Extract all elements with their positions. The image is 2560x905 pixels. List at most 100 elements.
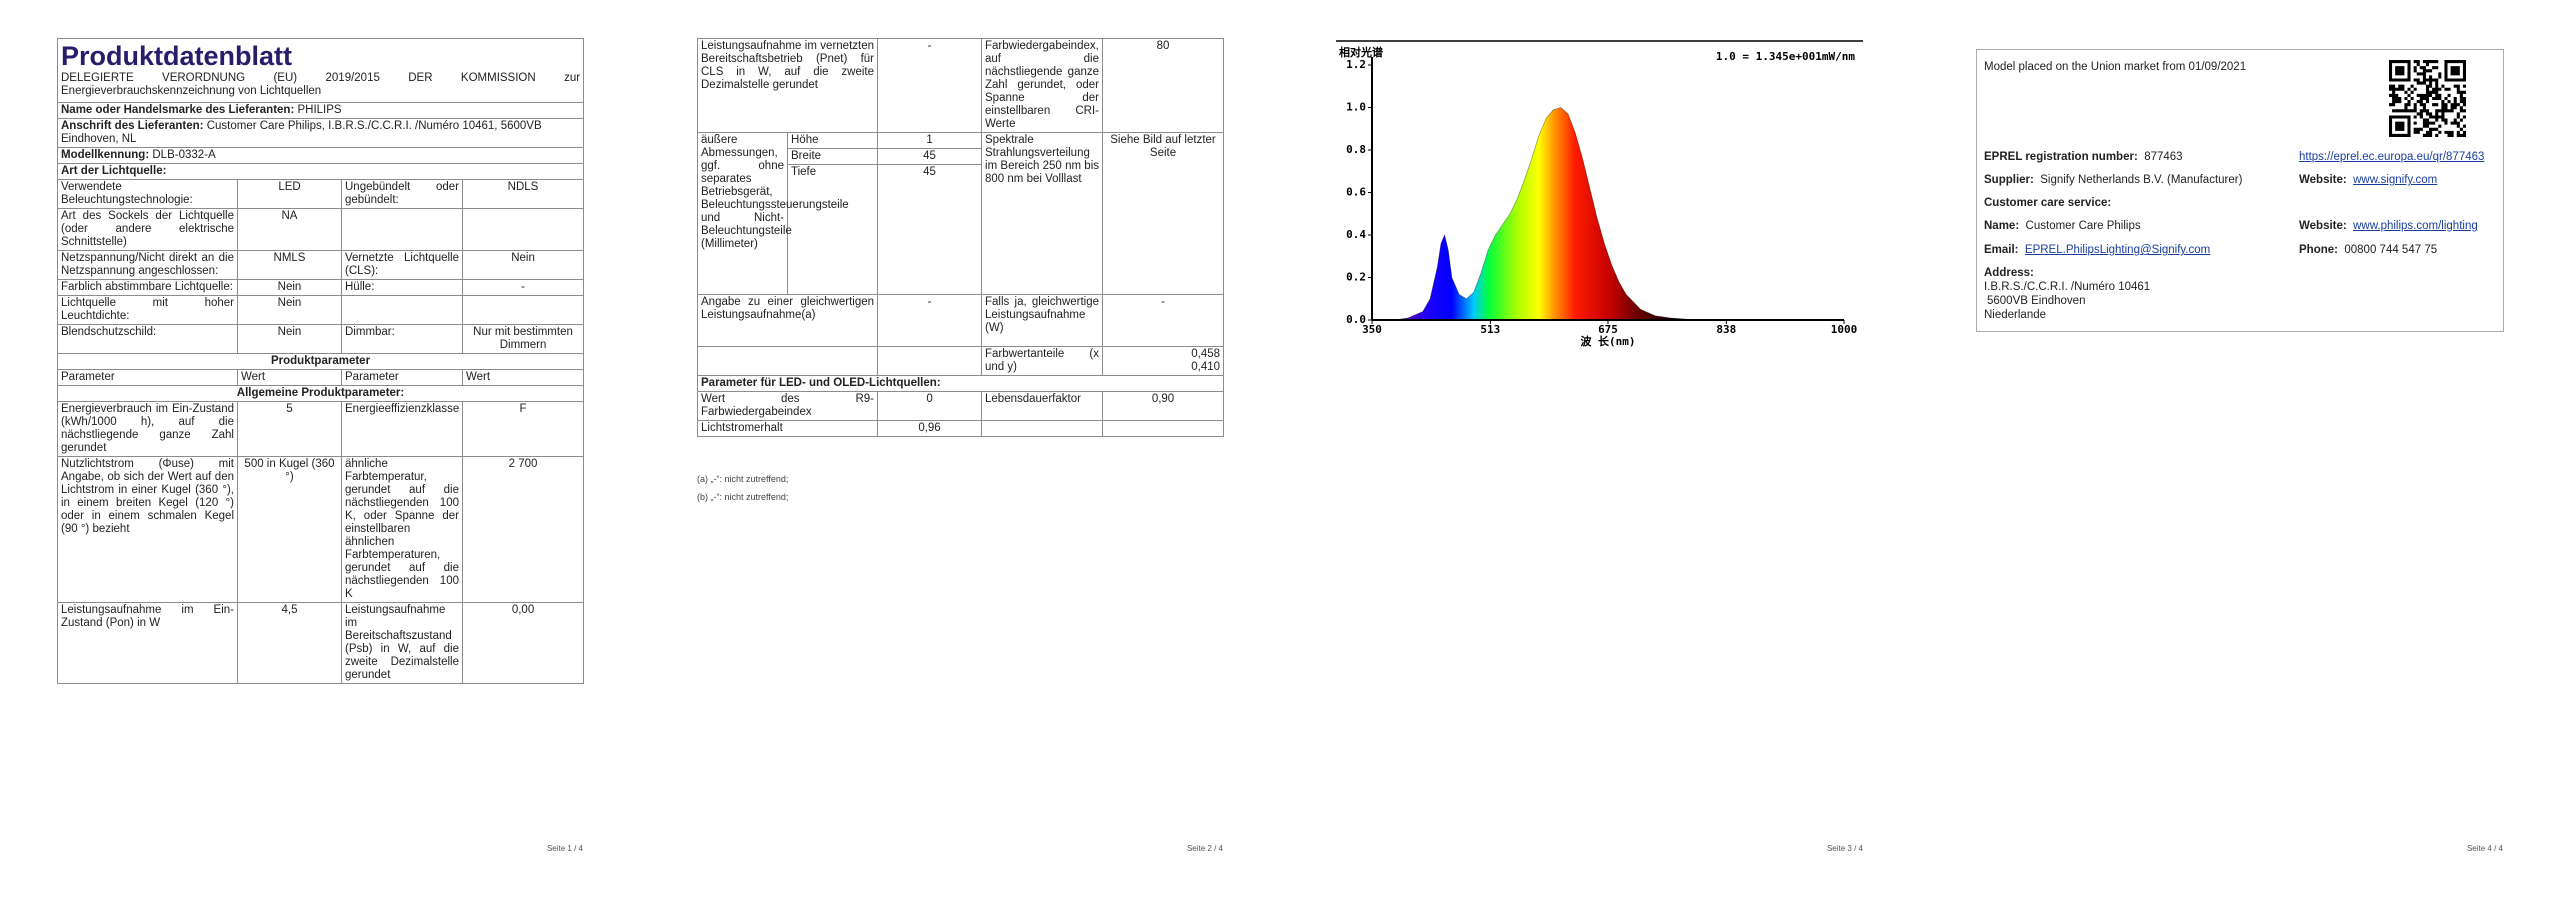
table-cell: Hülle: <box>341 279 463 296</box>
link[interactable]: www.philips.com/lighting <box>2353 220 2478 232</box>
table-cell: Nein <box>237 295 342 325</box>
table-cell: Name oder Handelsmarke des Lieferanten: … <box>56 102 585 119</box>
table-cell: äußere Abmessungen, ggf. ohne separates … <box>697 132 849 295</box>
link[interactable]: www.signify.com <box>2353 174 2438 186</box>
table-cell: 45 <box>877 164 983 295</box>
table-body: Produktparameter Parameter Wert Parameter W… <box>56 353 585 402</box>
table-cell: 0,96 <box>877 420 983 437</box>
table-cell: Parameter <box>341 369 463 386</box>
table-cell: Siehe Bild auf letzter Seite <box>1102 132 1225 295</box>
table-cell: 2 700 <box>461 456 585 603</box>
text: Name: Customer Care Philips <box>1984 219 2141 233</box>
table-cell <box>461 295 585 325</box>
table-body: Leistungsaufnahme im vernetzten Bereitsc… <box>696 38 1225 437</box>
table-cell: Leistungsaufnahme im Ein-Zustand (Pon) i… <box>57 602 238 684</box>
table-row: Energieverbrauch im Ein-Zustand (kWh/100… <box>57 401 585 457</box>
table-cell: 0,458 0,410 <box>1102 346 1225 376</box>
table-cell: NA <box>237 208 342 251</box>
table-cell: Lebensdauerfaktor <box>981 391 1104 421</box>
table-cell: Nein <box>461 250 585 280</box>
link[interactable]: https://eprel.ec.europa.eu/qr/877463 <box>2299 151 2485 163</box>
text: Name oder Handelsmarke des Lieferanten: <box>61 104 295 116</box>
text: Phone: <box>2299 244 2338 256</box>
table-cell: Tiefe <box>786 164 879 295</box>
text: (a) „-“: nicht zutreffend; <box>697 474 789 484</box>
table-row: Nutzlichtstrom (Φuse) mit Angabe, ob sic… <box>57 456 585 603</box>
y-tick-label: 0.6 <box>1346 186 1366 199</box>
table-row: Produktdatenblatt DELEGIERTE VERORDNUNG (… <box>56 38 585 103</box>
table-row: Wert des R9-Farbwiedergabeindex 0 Lebensda… <box>696 391 1225 421</box>
table-row: Blendschutzschild: Nein Dimmbar: Nur mit be… <box>57 324 585 354</box>
table-cell: 4,5 <box>237 602 342 684</box>
text: (b) „-“: nicht zutreffend; <box>697 492 789 502</box>
text: EPREL registration number: <box>1984 151 2138 163</box>
annotation: 1.0 = 1.345e+001mW/nm <box>1716 50 1855 63</box>
table-row: Leistungsaufnahme im Ein-Zustand (Pon) i… <box>57 602 585 684</box>
text: Supplier: Signify Netherlands B.V. (Manu… <box>1984 173 2242 187</box>
x-axis-label: 波 长(nm) <box>1580 334 1635 348</box>
table-row: Parameter für LED- und OLED-Lichtquellen… <box>696 375 1225 392</box>
table-cell <box>981 420 1104 437</box>
footnotes: (a) „-“: nicht zutreffend; (b) „-“: nicht… <box>697 470 788 506</box>
table-cell: Wert des R9-Farbwiedergabeindex <box>696 391 879 421</box>
table-cell: Leistungsaufnahme im Bereitschaftszustan… <box>341 602 463 684</box>
table-cell: F <box>461 401 585 457</box>
table-cell: Farblich abstimmbare Lichtquelle: <box>57 279 238 296</box>
table-cell: 500 in Kugel (360 °) <box>237 456 342 603</box>
text: 00800 744 547 75 <box>2344 244 2438 256</box>
title: Produktdatenblatt <box>61 41 293 71</box>
table-cell <box>341 208 463 251</box>
table-row: Parameter Wert Parameter Wert <box>57 369 585 386</box>
text: Customer Care Philips <box>2025 220 2141 232</box>
text: Anschrift des Lieferanten: <box>61 120 204 132</box>
table-cell <box>877 346 983 376</box>
x-tick-label: 350 <box>1362 323 1382 336</box>
table-cell: Art des Sockels der Lichtquelle (oder an… <box>57 208 238 251</box>
text: Phone: 00800 744 547 75 <box>2299 243 2437 257</box>
table-cell: Parameter für LED- und OLED-Lichtquellen… <box>696 375 1225 392</box>
text: PHILIPS <box>297 104 342 116</box>
table-cell: 0,90 <box>1102 391 1225 421</box>
table-row: Modellkennung: DLB-0332-A <box>56 147 585 164</box>
table-cell: LED <box>237 179 342 209</box>
table-cell: - <box>877 38 983 133</box>
table-cell: Allgemeine Produktparameter: <box>56 385 585 402</box>
spectrum-line <box>1372 107 1844 321</box>
table-row: Farbwertanteile (x und y) 0,458 0,410 <box>696 346 1225 376</box>
table-cell: Spektrale Strahlungsverteilung im Bereic… <box>981 132 1104 295</box>
table-cell: NMLS <box>237 250 342 280</box>
page-footer: Seite 2 / 4 <box>1186 844 1223 853</box>
table-body: Verwendete Beleuchtungstechnologie: LED Un… <box>57 179 585 354</box>
table-cell <box>341 295 463 325</box>
table-cell: Nur mit bestimmten Dimmern <box>461 324 585 354</box>
text: Email: <box>1984 244 2019 256</box>
page-footer: Seite 3 / 4 <box>1826 844 1863 853</box>
text: 0,410 <box>1191 361 1221 373</box>
table-cell: - <box>1102 294 1225 347</box>
text: Signify Netherlands B.V. (Manufacturer) <box>2040 174 2243 186</box>
table-cell: Ungebündelt oder gebündelt: <box>341 179 463 209</box>
table-cell: - <box>461 279 585 296</box>
table-cell: Nein <box>237 324 342 354</box>
qr-modules <box>2389 60 2466 137</box>
text: DLB-0332-A <box>152 149 216 161</box>
y-tick-label: 1.2 <box>1346 58 1366 71</box>
x-tick-label: 1000 <box>1831 323 1858 336</box>
text: Customer Care Philips, I.B.R.S./C.C.R.I.… <box>61 120 542 145</box>
text: Address: I.B.R.S./C.C.R.I. /Numéro 10461 5… <box>1984 266 2150 322</box>
table-cell: Lichtstromerhalt <box>696 420 879 437</box>
table-row: Verwendete Beleuchtungstechnologie: LED Un… <box>57 179 585 209</box>
link[interactable]: EPREL.PhilipsLighting@Signify.com <box>2024 244 2211 256</box>
text: Website: <box>2299 174 2347 186</box>
y-axis-label: 相对光谱 <box>1339 45 1383 59</box>
table-cell: 1 <box>877 132 983 149</box>
table-row: Leistungsaufnahme im vernetzten Bereitsc… <box>696 38 1225 133</box>
y-tick-label: 0.2 <box>1346 271 1366 284</box>
table-body: Produktdatenblatt DELEGIERTE VERORDNUNG (… <box>56 38 585 180</box>
table-cell: ähnliche Farbtemperatur, gerundet auf di… <box>341 456 463 603</box>
text: Website: <box>2299 220 2347 232</box>
table-cell: Falls ja, gleichwertige Leistungsaufnahm… <box>981 294 1104 347</box>
table-row: Lichtquelle mit hoher Leuchtdichte: Nein <box>57 295 585 325</box>
table-cell: Wert <box>237 369 342 386</box>
table-row: Anschrift des Lieferanten: Customer Care… <box>56 118 585 148</box>
